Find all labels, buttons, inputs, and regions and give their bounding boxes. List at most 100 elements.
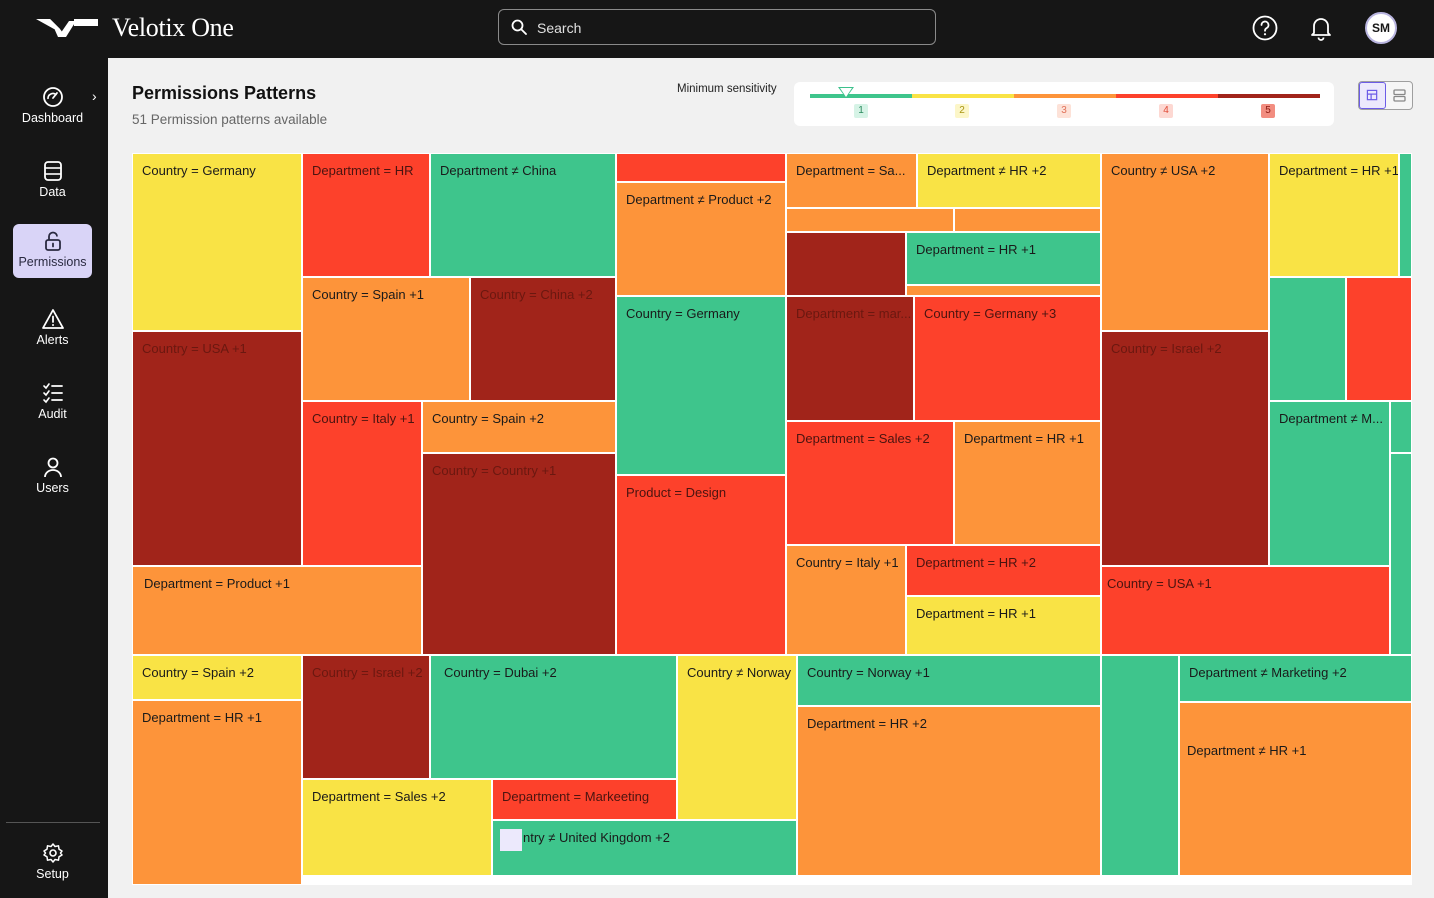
treemap-cell[interactable]: Department ≠ Product +2 xyxy=(616,182,786,296)
dashboard-gauge-icon xyxy=(42,87,63,107)
sensitivity-segment-3[interactable] xyxy=(1014,94,1116,98)
treemap-cell[interactable]: Department = HR +2 xyxy=(797,706,1101,876)
treemap-cell[interactable]: Department = Sa... xyxy=(786,153,917,208)
treemap-cell[interactable]: Country = Spain +1 xyxy=(302,277,470,401)
treemap-cell[interactable]: Department ≠ HR +1 xyxy=(1179,702,1412,876)
treemap-cell[interactable]: Department = HR xyxy=(302,153,430,277)
treemap-cell[interactable]: Product = Design xyxy=(616,475,786,655)
avatar[interactable]: SM xyxy=(1365,12,1397,44)
treemap-cell[interactable] xyxy=(1399,153,1412,277)
sensitivity-slider[interactable]: 1 2 3 4 5 xyxy=(794,82,1334,126)
treemap-view-icon xyxy=(1366,89,1378,101)
view-toggle xyxy=(1358,81,1413,110)
sensitivity-level-2[interactable]: 2 xyxy=(955,104,969,118)
sensitivity-segment-4[interactable] xyxy=(1116,94,1218,98)
treemap-cell[interactable]: Country = Italy +1 xyxy=(302,401,422,566)
treemap-cell[interactable]: Country = Dubai +2 xyxy=(430,655,677,779)
treemap-cell[interactable]: Department ≠ HR +2 xyxy=(917,153,1101,208)
treemap-cell[interactable]: Department = HR +1 xyxy=(906,232,1101,285)
sidebar-item-audit[interactable]: Audit xyxy=(13,376,92,430)
treemap-cell[interactable]: Country = Norway +1 xyxy=(797,655,1101,706)
treemap-cell[interactable]: Department = HR +1 xyxy=(954,421,1101,545)
treemap-cell[interactable]: Department = HR +2 xyxy=(906,545,1101,596)
top-bar: Velotix One SM xyxy=(0,0,1434,58)
treemap-cell[interactable]: Department = Sales +2 xyxy=(786,421,954,545)
gear-icon xyxy=(42,843,63,863)
sensitivity-level-1[interactable]: 1 xyxy=(854,104,868,118)
treemap-cell[interactable]: Department ≠ Marketing +2 xyxy=(1179,655,1412,702)
sensitivity-segment-1[interactable] xyxy=(810,94,912,98)
sidebar-item-label: Data xyxy=(39,185,66,199)
sensitivity-segment-5[interactable] xyxy=(1218,94,1320,98)
sensitivity-level-4[interactable]: 4 xyxy=(1159,104,1173,118)
treemap-cell[interactable] xyxy=(1390,401,1412,453)
help-icon[interactable] xyxy=(1252,15,1278,41)
search-icon xyxy=(511,19,527,35)
treemap-cell[interactable] xyxy=(1390,453,1412,655)
treemap-cell[interactable]: Country = Italy +1 xyxy=(786,545,906,655)
treemap-cell[interactable]: Country = Germany xyxy=(616,296,786,475)
treemap-cell[interactable] xyxy=(786,208,954,232)
treemap-cell[interactable] xyxy=(954,208,1101,232)
treemap-cell[interactable]: Country = USA +1 xyxy=(1101,566,1390,655)
cursor-placeholder xyxy=(500,829,522,851)
sidebar-item-label: Permissions xyxy=(18,255,87,269)
treemap-cell[interactable]: Country = Israel +2 xyxy=(1101,331,1269,566)
sidebar-item-setup[interactable]: Setup xyxy=(13,836,92,890)
sidebar-item-alerts[interactable]: Alerts xyxy=(13,302,92,356)
app-title: Velotix One xyxy=(112,13,234,42)
treemap-cell[interactable]: Country = Israel +2 xyxy=(302,655,430,779)
treemap-cell[interactable]: Department = HR +1 xyxy=(1269,153,1399,277)
treemap-cell[interactable]: Department = Markeeting xyxy=(492,779,677,820)
treemap-cell[interactable]: Department = Product +1 xyxy=(132,566,422,655)
treemap-cell[interactable] xyxy=(786,232,906,296)
sensitivity-label: Minimum sensitivity xyxy=(677,83,777,95)
treemap-cell[interactable] xyxy=(1346,277,1412,401)
sidebar-item-permissions[interactable]: Permissions xyxy=(13,224,92,278)
sidebar-item-label: Setup xyxy=(36,867,69,881)
treemap-cell[interactable] xyxy=(906,285,1101,296)
treemap-cell[interactable]: Department = mar... xyxy=(786,296,914,421)
list-view-button[interactable] xyxy=(1386,82,1413,109)
treemap-cell[interactable]: Country = Germany +3 xyxy=(914,296,1101,421)
warning-icon xyxy=(41,309,64,329)
sidebar-item-label: Users xyxy=(36,481,69,495)
treemap-cell[interactable]: Country = Spain +2 xyxy=(132,655,302,700)
sensitivity-segment-2[interactable] xyxy=(912,94,1014,98)
page-title: Permissions Patterns xyxy=(132,83,317,103)
treemap-cell[interactable]: Department = HR +1 xyxy=(906,596,1101,655)
treemap-cell[interactable]: Country = Germany xyxy=(132,153,302,331)
sidebar-divider xyxy=(6,822,100,823)
sensitivity-level-3[interactable]: 3 xyxy=(1057,104,1071,118)
treemap-view-button[interactable] xyxy=(1359,82,1386,109)
user-icon xyxy=(43,457,62,478)
treemap-cell[interactable]: Department = HR +1 xyxy=(132,700,302,885)
sidebar-item-data[interactable]: Data xyxy=(13,154,92,208)
search-box[interactable] xyxy=(498,9,936,45)
permissions-treemap: Country = Germany Department = HR Depart… xyxy=(132,153,1412,885)
treemap-cell[interactable]: Country ≠ Norway xyxy=(677,655,797,820)
treemap-cell[interactable]: Country ≠ USA +2 xyxy=(1101,153,1269,331)
velotix-logo-icon[interactable] xyxy=(36,17,98,39)
treemap-cell[interactable] xyxy=(616,153,786,182)
sensitivity-handle[interactable] xyxy=(840,88,852,97)
treemap-cell[interactable] xyxy=(1269,277,1346,401)
sensitivity-level-5[interactable]: 5 xyxy=(1261,104,1275,118)
sidebar-expand-chevron-icon[interactable]: › xyxy=(92,88,97,104)
sidebar-item-dashboard[interactable]: Dashboard xyxy=(13,80,92,134)
treemap-cell[interactable]: Country = USA +1 xyxy=(132,331,302,566)
treemap-cell[interactable]: Department ≠ China xyxy=(430,153,616,277)
treemap-cell[interactable]: Country = Spain +2 xyxy=(422,401,616,453)
checklist-icon xyxy=(42,383,63,404)
treemap-cell[interactable]: Country = Country +1 xyxy=(422,453,616,655)
treemap-cell[interactable]: ntry ≠ United Kingdom +2 xyxy=(492,820,797,876)
database-icon xyxy=(43,161,62,181)
bell-icon[interactable] xyxy=(1309,15,1333,41)
search-input[interactable] xyxy=(537,17,917,39)
sidebar-item-users[interactable]: Users xyxy=(13,450,92,504)
treemap-cell[interactable] xyxy=(1101,655,1179,876)
treemap-cell[interactable]: Country = China +2 xyxy=(470,277,616,401)
treemap-cell[interactable]: Department = Sales +2 xyxy=(302,779,492,876)
sidebar-item-label: Audit xyxy=(38,407,67,421)
treemap-cell[interactable]: Department ≠ M... xyxy=(1269,401,1390,566)
